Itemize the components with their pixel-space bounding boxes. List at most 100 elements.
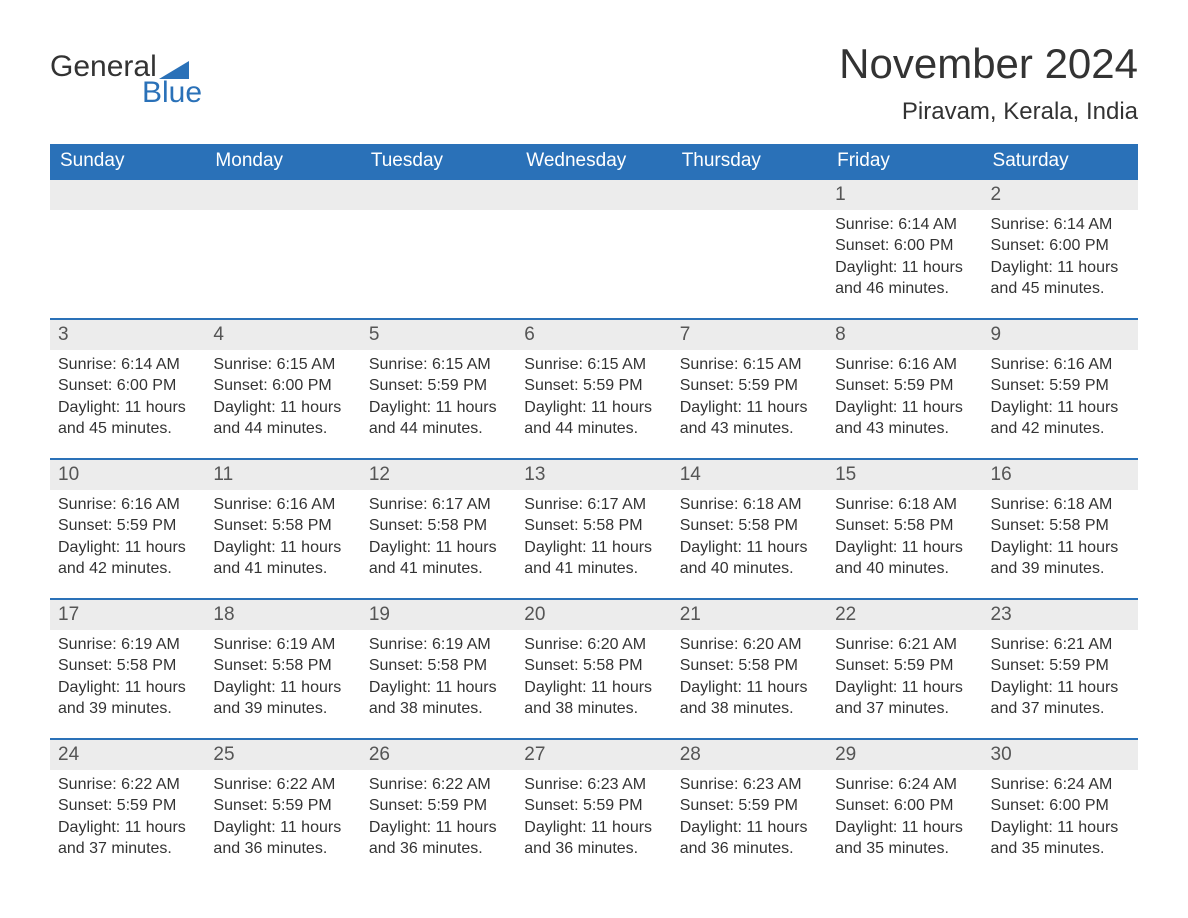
calendar-cell: 10Sunrise: 6:16 AMSunset: 5:59 PMDayligh… <box>50 458 205 598</box>
day-number: 12 <box>361 458 516 490</box>
day-number: 25 <box>205 738 360 770</box>
daylight-text: Daylight: 11 hours and 41 minutes. <box>369 537 508 580</box>
sunset-text: Sunset: 5:59 PM <box>835 375 974 397</box>
day-number: 22 <box>827 598 982 630</box>
sunrise-text: Sunrise: 6:15 AM <box>213 354 352 376</box>
day-number: 13 <box>516 458 671 490</box>
day-header: Thursday <box>672 144 827 178</box>
sunrise-text: Sunrise: 6:22 AM <box>369 774 508 796</box>
calendar-cell: 20Sunrise: 6:20 AMSunset: 5:58 PMDayligh… <box>516 598 671 738</box>
day-header: Tuesday <box>361 144 516 178</box>
calendar-header-row: SundayMondayTuesdayWednesdayThursdayFrid… <box>50 144 1138 178</box>
sunset-text: Sunset: 6:00 PM <box>835 795 974 817</box>
sunset-text: Sunset: 5:58 PM <box>680 515 819 537</box>
sunset-text: Sunset: 5:59 PM <box>369 795 508 817</box>
daylight-text: Daylight: 11 hours and 38 minutes. <box>680 677 819 720</box>
sunrise-text: Sunrise: 6:21 AM <box>991 634 1130 656</box>
day-number: 10 <box>50 458 205 490</box>
sunrise-text: Sunrise: 6:19 AM <box>213 634 352 656</box>
calendar-cell <box>205 178 360 318</box>
calendar-cell: 22Sunrise: 6:21 AMSunset: 5:59 PMDayligh… <box>827 598 982 738</box>
calendar-cell: 25Sunrise: 6:22 AMSunset: 5:59 PMDayligh… <box>205 738 360 878</box>
daylight-text: Daylight: 11 hours and 46 minutes. <box>835 257 974 300</box>
empty-day-band <box>205 178 360 210</box>
calendar-body: 1Sunrise: 6:14 AMSunset: 6:00 PMDaylight… <box>50 178 1138 878</box>
day-number: 15 <box>827 458 982 490</box>
calendar-cell: 14Sunrise: 6:18 AMSunset: 5:58 PMDayligh… <box>672 458 827 598</box>
day-header: Saturday <box>983 144 1138 178</box>
calendar-cell <box>361 178 516 318</box>
logo-word2: Blue <box>142 76 202 110</box>
sunrise-text: Sunrise: 6:20 AM <box>524 634 663 656</box>
calendar-cell: 28Sunrise: 6:23 AMSunset: 5:59 PMDayligh… <box>672 738 827 878</box>
sunset-text: Sunset: 5:58 PM <box>369 515 508 537</box>
sunset-text: Sunset: 6:00 PM <box>835 235 974 257</box>
sunset-text: Sunset: 5:58 PM <box>58 655 197 677</box>
day-number: 7 <box>672 318 827 350</box>
daylight-text: Daylight: 11 hours and 37 minutes. <box>835 677 974 720</box>
daylight-text: Daylight: 11 hours and 42 minutes. <box>991 397 1130 440</box>
sunset-text: Sunset: 5:59 PM <box>680 375 819 397</box>
calendar-cell: 2Sunrise: 6:14 AMSunset: 6:00 PMDaylight… <box>983 178 1138 318</box>
sunrise-text: Sunrise: 6:22 AM <box>213 774 352 796</box>
calendar-cell: 17Sunrise: 6:19 AMSunset: 5:58 PMDayligh… <box>50 598 205 738</box>
calendar-cell <box>672 178 827 318</box>
calendar-cell <box>516 178 671 318</box>
day-number: 2 <box>983 178 1138 210</box>
daylight-text: Daylight: 11 hours and 44 minutes. <box>213 397 352 440</box>
calendar-cell: 5Sunrise: 6:15 AMSunset: 5:59 PMDaylight… <box>361 318 516 458</box>
calendar-cell: 15 Sunrise: 6:18 AMSunset: 5:58 PMDayligh… <box>827 458 982 598</box>
daylight-text: Daylight: 11 hours and 40 minutes. <box>835 537 974 580</box>
calendar-cell: 27Sunrise: 6:23 AMSunset: 5:59 PMDayligh… <box>516 738 671 878</box>
month-title: November 2024 <box>839 40 1138 88</box>
calendar-cell: 23Sunrise: 6:21 AMSunset: 5:59 PMDayligh… <box>983 598 1138 738</box>
daylight-text: Daylight: 11 hours and 40 minutes. <box>680 537 819 580</box>
sunrise-text: Sunrise: 6:15 AM <box>369 354 508 376</box>
sunset-text: Sunset: 5:59 PM <box>58 795 197 817</box>
calendar-week: 24Sunrise: 6:22 AMSunset: 5:59 PMDayligh… <box>50 738 1138 878</box>
header: General Blue November 2024 Piravam, Kera… <box>50 40 1138 136</box>
sunrise-text: Sunrise: 6:14 AM <box>991 214 1130 236</box>
calendar-cell: 29Sunrise: 6:24 AMSunset: 6:00 PMDayligh… <box>827 738 982 878</box>
calendar-cell: 19Sunrise: 6:19 AMSunset: 5:58 PMDayligh… <box>361 598 516 738</box>
day-number: 20 <box>516 598 671 630</box>
calendar-cell: 9Sunrise: 6:16 AMSunset: 5:59 PMDaylight… <box>983 318 1138 458</box>
daylight-text: Daylight: 11 hours and 38 minutes. <box>524 677 663 720</box>
day-header: Sunday <box>50 144 205 178</box>
daylight-text: Daylight: 11 hours and 35 minutes. <box>835 817 974 860</box>
sunset-text: Sunset: 5:58 PM <box>213 655 352 677</box>
sunrise-text: Sunrise: 6:17 AM <box>369 494 508 516</box>
sunset-text: Sunset: 5:59 PM <box>369 375 508 397</box>
calendar-cell: 11Sunrise: 6:16 AMSunset: 5:58 PMDayligh… <box>205 458 360 598</box>
day-number: 18 <box>205 598 360 630</box>
sunrise-text: Sunrise: 6:17 AM <box>524 494 663 516</box>
calendar-cell: 21Sunrise: 6:20 AMSunset: 5:58 PMDayligh… <box>672 598 827 738</box>
sunrise-text: Sunrise: 6:14 AM <box>58 354 197 376</box>
sunrise-text: Sunrise: 6:18 AM <box>835 494 974 516</box>
sunrise-text: Sunrise: 6:15 AM <box>524 354 663 376</box>
sunrise-text: Sunrise: 6:16 AM <box>991 354 1130 376</box>
sunset-text: Sunset: 6:00 PM <box>991 795 1130 817</box>
calendar-cell: 24Sunrise: 6:22 AMSunset: 5:59 PMDayligh… <box>50 738 205 878</box>
sunrise-text: Sunrise: 6:19 AM <box>369 634 508 656</box>
sunset-text: Sunset: 5:58 PM <box>524 515 663 537</box>
day-number: 27 <box>516 738 671 770</box>
sunset-text: Sunset: 5:58 PM <box>835 515 974 537</box>
day-header: Wednesday <box>516 144 671 178</box>
calendar: SundayMondayTuesdayWednesdayThursdayFrid… <box>50 144 1138 878</box>
day-header: Friday <box>827 144 982 178</box>
calendar-week: 10Sunrise: 6:16 AMSunset: 5:59 PMDayligh… <box>50 458 1138 598</box>
daylight-text: Daylight: 11 hours and 43 minutes. <box>680 397 819 440</box>
sunset-text: Sunset: 5:59 PM <box>680 795 819 817</box>
day-number: 4 <box>205 318 360 350</box>
daylight-text: Daylight: 11 hours and 42 minutes. <box>58 537 197 580</box>
sunrise-text: Sunrise: 6:15 AM <box>680 354 819 376</box>
calendar-week: 3Sunrise: 6:14 AMSunset: 6:00 PMDaylight… <box>50 318 1138 458</box>
day-number: 5 <box>361 318 516 350</box>
day-number: 14 <box>672 458 827 490</box>
daylight-text: Daylight: 11 hours and 36 minutes. <box>524 817 663 860</box>
day-number: 19 <box>361 598 516 630</box>
day-number: 16 <box>983 458 1138 490</box>
daylight-text: Daylight: 11 hours and 41 minutes. <box>213 537 352 580</box>
day-number: 24 <box>50 738 205 770</box>
